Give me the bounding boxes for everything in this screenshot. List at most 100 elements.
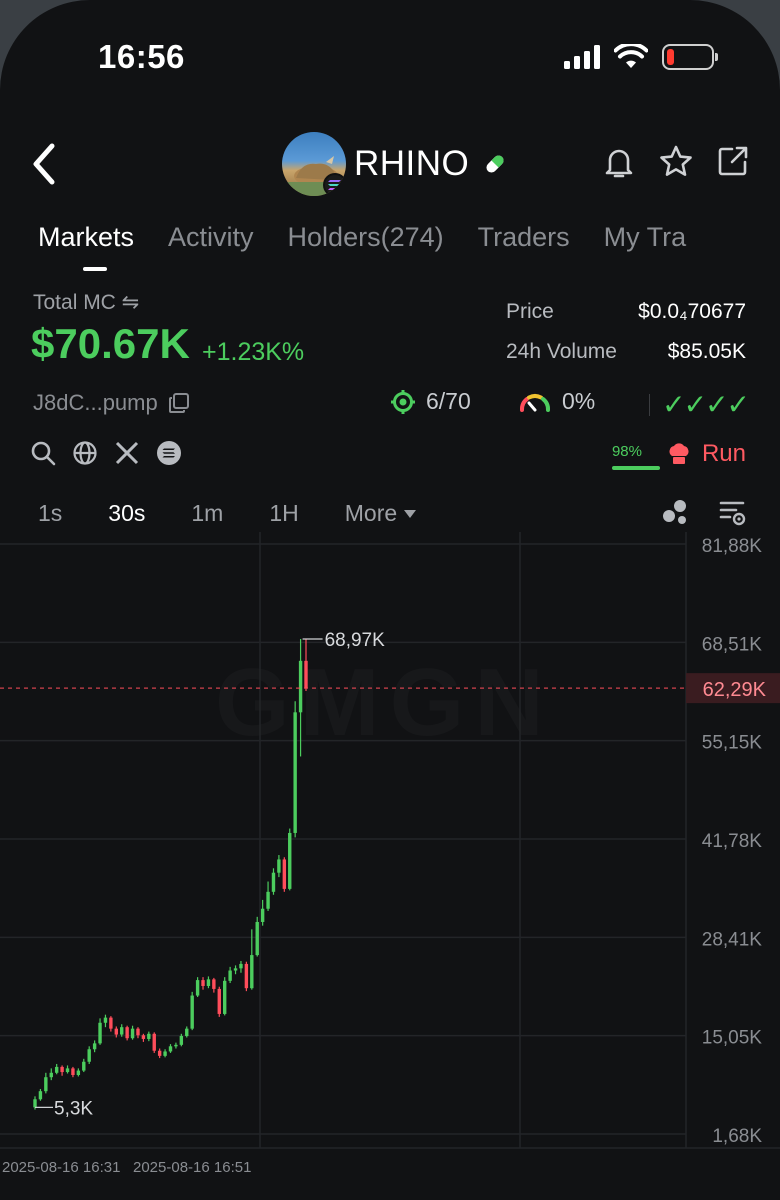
header-actions [602, 144, 750, 180]
volume-value: $85.05K [667, 340, 746, 363]
y-tick-label: 1,68K [712, 1126, 762, 1147]
candle [206, 979, 211, 986]
gauge-value: 0% [562, 388, 596, 414]
candle [195, 980, 200, 996]
chart-grid [0, 532, 780, 1149]
tab-markets[interactable]: Markets [38, 222, 135, 252]
candle [260, 908, 265, 922]
candle [277, 859, 281, 873]
solana-icon[interactable] [156, 440, 182, 466]
status-time: 16:56 [98, 38, 185, 75]
interval-30s[interactable]: 30s [108, 500, 146, 526]
copy-icon[interactable] [168, 392, 190, 414]
candle [179, 1036, 184, 1045]
status-icons [564, 44, 718, 70]
candle [130, 1028, 135, 1039]
solana-chain-icon [323, 173, 346, 196]
candle [87, 1049, 91, 1062]
candle [228, 970, 232, 981]
interval-1m[interactable]: 1m [191, 500, 224, 526]
more-label: More [344, 500, 398, 526]
back-icon[interactable] [26, 140, 66, 188]
current-price-label: 62,29K [703, 679, 767, 701]
settings-icon[interactable] [718, 498, 746, 526]
more-intervals-button[interactable]: More [345, 500, 417, 527]
candle [255, 921, 259, 956]
tab-traders[interactable]: Traders [477, 222, 570, 252]
tab-holders[interactable]: Holders(274) [287, 222, 444, 252]
total-mc-label[interactable]: Total MC ⇋ [33, 291, 140, 314]
candle [44, 1077, 48, 1092]
active-tab-indicator [83, 267, 107, 271]
candle [125, 1027, 129, 1039]
token-header[interactable]: RHINO [282, 132, 507, 196]
price-value: $0.0₄70677 [638, 300, 746, 323]
divider [649, 393, 651, 416]
wifi-icon [614, 44, 648, 68]
tab-my-trades[interactable]: My Tra [603, 222, 687, 252]
notification-bell-icon[interactable] [602, 144, 636, 180]
search-icon[interactable] [30, 440, 56, 466]
pill-icon [486, 155, 504, 173]
current-price-tag [686, 673, 780, 704]
market-cap-change: +1.23K% [202, 338, 305, 366]
cellular-signal-icon [564, 45, 600, 69]
candlestick-chart[interactable]: 62,29K 68,97K 5,3K 81,88K 68,51K 55,15K 41,78… [0, 532, 780, 1200]
y-axis: 81,88K 68,51K 55,15K 41,78K 28,41K 15,05K 1,68… [702, 536, 763, 1147]
candle [98, 1022, 102, 1044]
candle [163, 1051, 167, 1056]
security-checks[interactable]: ✓✓✓✓ [649, 388, 750, 421]
run-label: Run [701, 440, 746, 467]
candle [185, 1028, 189, 1037]
candle [298, 660, 303, 713]
y-tick-label: 55,15K [702, 733, 763, 754]
x-tick-label: 2025-08-16 16:51 [133, 1159, 251, 1176]
candle [136, 1028, 140, 1036]
candle [282, 859, 287, 889]
candle-series [33, 638, 308, 1110]
token-name: RHINO [354, 144, 470, 183]
share-icon[interactable] [716, 144, 750, 178]
x-icon[interactable] [114, 440, 140, 466]
target-icon [391, 389, 415, 414]
tab-activity[interactable]: Activity [168, 222, 254, 252]
interval-selector: 1s 30s 1m 1H More [38, 500, 417, 527]
candle [168, 1046, 173, 1052]
candle [114, 1028, 118, 1035]
x-tick-label: 2025-08-16 16:31 [2, 1159, 120, 1176]
price-label: Price [506, 300, 554, 323]
candle [239, 963, 243, 969]
y-tick-label: 68,51K [702, 634, 763, 655]
low-label: 5,3K [54, 1098, 93, 1119]
caret-down-icon [404, 509, 417, 518]
candle [271, 872, 276, 892]
candle [201, 980, 205, 986]
volume-row: 24h Volume $85.05K [506, 340, 746, 364]
candle [266, 891, 270, 909]
candle [233, 968, 238, 971]
contract-address-text: J8dC...pump [33, 390, 158, 415]
market-cap-value: $70.67K [31, 320, 190, 367]
candle [304, 660, 308, 689]
chef-hat-icon [669, 443, 689, 464]
candle [103, 1017, 108, 1023]
chart-watermark: GMGN [215, 649, 554, 756]
interval-1h[interactable]: 1H [269, 500, 299, 526]
holders-stat[interactable]: 6/70 [390, 388, 471, 415]
globe-icon[interactable] [72, 440, 98, 466]
token-avatar [282, 132, 346, 196]
indicator-icon[interactable] [660, 498, 690, 526]
contract-address[interactable]: J8dC...pump [33, 390, 190, 416]
candle [49, 1072, 53, 1078]
candle [92, 1043, 97, 1050]
candle [141, 1035, 146, 1039]
interval-1s[interactable]: 1s [38, 500, 63, 526]
y-tick-label: 41,78K [702, 831, 763, 852]
gauge-stat[interactable]: 0% [518, 388, 595, 415]
run-status[interactable]: 98% Run [611, 440, 746, 470]
candle [109, 1017, 113, 1029]
candle [38, 1091, 43, 1100]
high-label: 68,97K [325, 630, 386, 651]
star-icon[interactable] [658, 144, 694, 180]
